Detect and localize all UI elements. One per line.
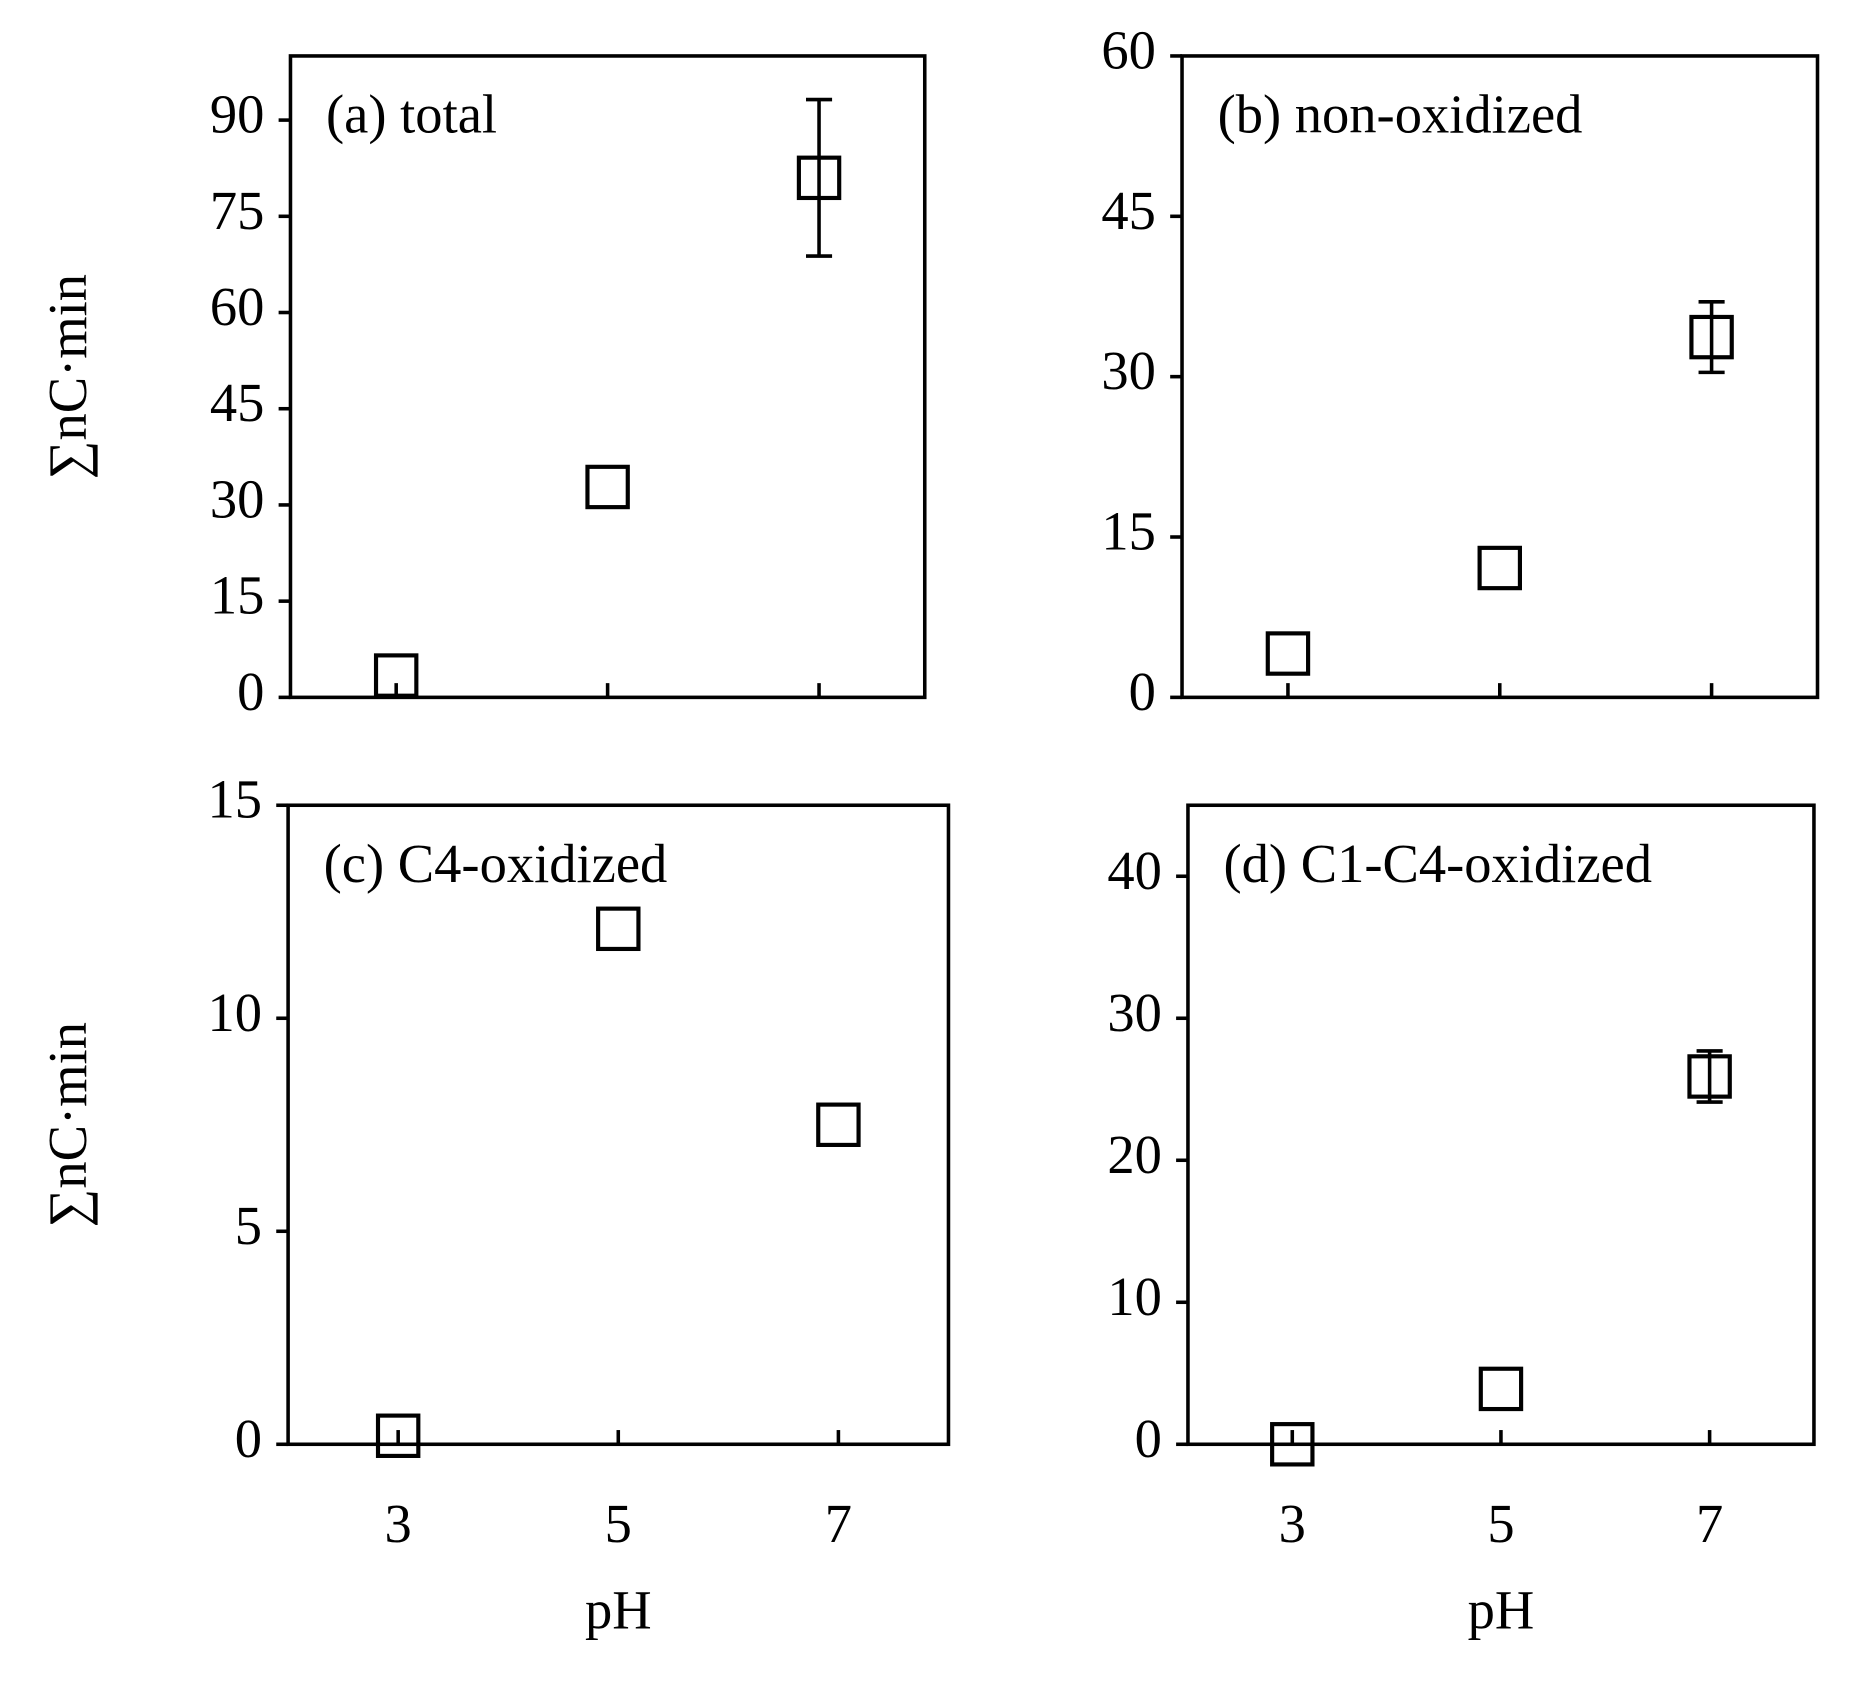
x-axis-label: pH [585,1580,652,1641]
y-tick-label: 45 [1101,180,1156,241]
panel-label: (d) C1-C4-oxidized [1224,833,1652,894]
y-tick-label: 60 [1101,19,1156,80]
y-tick-label: 30 [1107,982,1162,1043]
x-tick-label: 3 [385,1493,412,1554]
marker [375,1413,421,1458]
y-tick-label: 30 [210,468,265,529]
y-tick-label: 20 [1107,1124,1162,1185]
marker [816,1102,861,1147]
x-tick-label: 5 [605,1493,632,1554]
marker [796,155,842,201]
y-tick-label: 10 [1107,1266,1162,1327]
x-axis-label: pH [1468,1580,1535,1641]
y-tick-label: 10 [207,982,262,1043]
error-bar [1696,1049,1723,1104]
x-tick-label: 5 [1487,1493,1514,1554]
y-axis-label: ∑nC·min [37,274,98,479]
y-tick-label: 15 [207,769,262,830]
marker [1270,1422,1315,1467]
panel-label: (a) total [326,83,497,144]
y-tick-label: 0 [237,661,264,722]
x-tick-label: 7 [1696,1493,1723,1554]
x-tick-label: 7 [825,1493,852,1554]
y-tick-label: 5 [235,1195,262,1256]
marker [373,653,419,698]
y-tick-label: 15 [1101,501,1156,562]
y-tick-label: 60 [210,276,265,337]
y-tick-label: 0 [235,1408,262,1469]
marker [1687,1054,1732,1099]
y-tick-label: 45 [210,372,265,433]
marker [1478,1366,1524,1412]
marker [596,906,641,952]
panel-label: (c) C4-oxidized [324,833,668,894]
marker [585,464,630,510]
panel-label: (b) non-oxidized [1218,83,1583,144]
marker [1477,545,1522,591]
y-tick-label: 40 [1107,840,1162,901]
y-tick-label: 30 [1101,340,1156,401]
y-axis-label: ∑nC·min [37,1022,98,1227]
plot-frame [1180,54,1820,700]
x-tick-label: 3 [1279,1493,1306,1554]
plot-frame [288,54,927,700]
plot-frame [286,803,951,1447]
y-tick-label: 75 [210,180,265,241]
plot-frame [1186,803,1816,1447]
marker [1265,631,1311,676]
y-tick-label: 90 [210,84,265,145]
y-tick-label: 0 [1135,1408,1162,1469]
error-bar [806,97,833,258]
y-tick-label: 15 [210,565,265,626]
y-tick-label: 0 [1129,661,1156,722]
marker [1689,314,1734,360]
error-bar [1698,300,1725,375]
